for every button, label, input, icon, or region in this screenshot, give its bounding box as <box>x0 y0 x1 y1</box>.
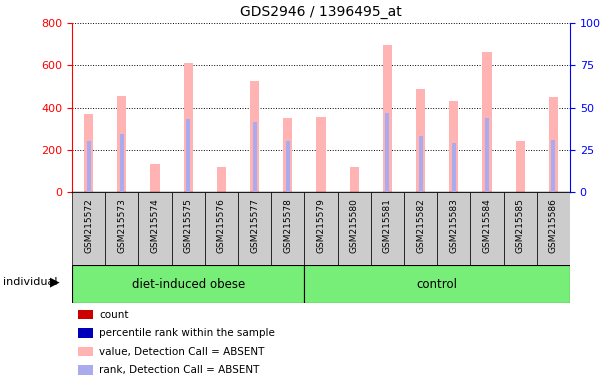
Bar <box>139 192 172 265</box>
Bar <box>304 265 570 303</box>
Text: GSM215580: GSM215580 <box>350 198 359 253</box>
Text: GSM215584: GSM215584 <box>482 198 491 253</box>
Text: GSM215574: GSM215574 <box>151 198 160 253</box>
Bar <box>449 101 458 192</box>
Bar <box>470 192 503 265</box>
Bar <box>120 134 124 192</box>
Bar <box>537 192 570 265</box>
Bar <box>172 192 205 265</box>
Text: GSM215577: GSM215577 <box>250 198 259 253</box>
Text: GSM215575: GSM215575 <box>184 198 193 253</box>
Text: rank, Detection Call = ABSENT: rank, Detection Call = ABSENT <box>99 365 259 375</box>
Text: control: control <box>417 278 458 291</box>
Text: count: count <box>99 310 128 320</box>
Bar <box>184 63 193 192</box>
Bar <box>117 96 127 192</box>
Bar <box>452 143 456 192</box>
Bar <box>238 192 271 265</box>
Bar <box>482 51 491 192</box>
Bar <box>86 141 91 192</box>
Bar <box>419 136 422 192</box>
Bar <box>416 89 425 192</box>
Text: GSM215578: GSM215578 <box>283 198 292 253</box>
Bar <box>105 192 139 265</box>
Bar <box>72 192 105 265</box>
Text: GSM215582: GSM215582 <box>416 198 425 253</box>
Title: GDS2946 / 1396495_at: GDS2946 / 1396495_at <box>240 5 402 19</box>
Text: ▶: ▶ <box>50 276 59 289</box>
Bar <box>338 192 371 265</box>
Bar <box>551 140 556 192</box>
Bar <box>404 192 437 265</box>
Text: GSM215573: GSM215573 <box>118 198 127 253</box>
Bar <box>271 192 304 265</box>
Bar <box>549 97 558 192</box>
Text: GSM215583: GSM215583 <box>449 198 458 253</box>
Bar <box>286 141 290 192</box>
Bar <box>503 192 537 265</box>
Bar <box>84 114 93 192</box>
Bar <box>217 167 226 192</box>
Bar <box>205 192 238 265</box>
Text: diet-induced obese: diet-induced obese <box>131 278 245 291</box>
Bar <box>304 192 338 265</box>
Bar <box>515 141 525 192</box>
Bar <box>283 118 292 192</box>
Bar <box>316 117 326 192</box>
Bar <box>371 192 404 265</box>
Bar <box>383 45 392 192</box>
Bar <box>253 122 257 192</box>
Text: GSM215586: GSM215586 <box>549 198 558 253</box>
Bar <box>485 118 489 192</box>
Bar <box>385 113 389 192</box>
Bar <box>250 81 259 192</box>
Bar <box>72 265 304 303</box>
Text: individual: individual <box>3 277 58 287</box>
Text: GSM215576: GSM215576 <box>217 198 226 253</box>
Bar <box>151 164 160 192</box>
Bar <box>186 119 190 192</box>
Bar <box>437 192 470 265</box>
Text: GSM215581: GSM215581 <box>383 198 392 253</box>
Text: GSM215572: GSM215572 <box>84 198 93 253</box>
Text: value, Detection Call = ABSENT: value, Detection Call = ABSENT <box>99 347 265 357</box>
Text: percentile rank within the sample: percentile rank within the sample <box>99 328 275 338</box>
Bar <box>350 167 359 192</box>
Text: GSM215579: GSM215579 <box>317 198 325 253</box>
Text: GSM215585: GSM215585 <box>516 198 525 253</box>
